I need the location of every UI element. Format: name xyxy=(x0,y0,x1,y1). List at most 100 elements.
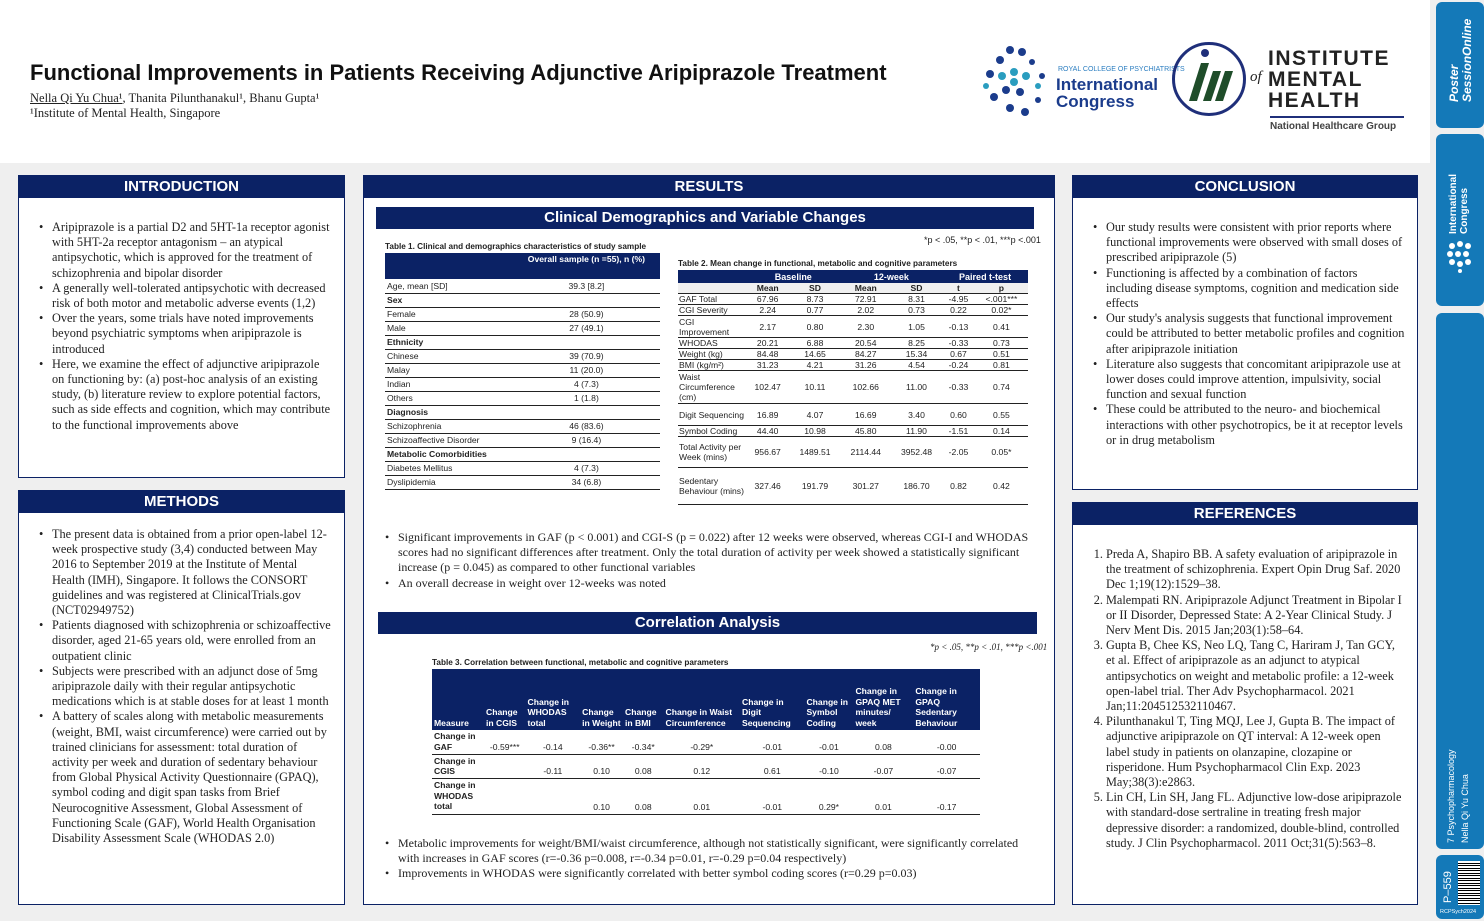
table-cell: 28 (50.9) xyxy=(512,307,660,322)
table-cell: 84.27 xyxy=(840,348,891,360)
imh-emblem-icon xyxy=(1172,42,1246,116)
table-cell: 2.17 xyxy=(746,315,790,338)
introduction-heading: INTRODUCTION xyxy=(19,176,344,198)
table-cell: 44.40 xyxy=(746,425,790,437)
table-cell: 8.31 xyxy=(890,293,943,305)
methods-list: The present data is obtained from a prio… xyxy=(19,527,344,846)
table-cell xyxy=(525,778,581,815)
table-cell: 3952.48 xyxy=(890,436,943,468)
list-item: Gupta B, Chee KS, Neo LQ, Tang C, Harira… xyxy=(1106,638,1405,714)
table-subheader: SD xyxy=(789,283,841,294)
references-panel: REFERENCES Preda A, Shapiro BB. A safety… xyxy=(1072,502,1418,905)
table-cell: -0.13 xyxy=(942,315,975,338)
category-label: 7 Psychopharmacology xyxy=(1446,749,1456,843)
table-header-cell: Change in GPAQ Sedentary Behaviour xyxy=(913,669,980,730)
table-row: Metabolic Comorbidities xyxy=(385,447,660,462)
table-cell: 2.30 xyxy=(840,315,891,338)
table-cell: 45.80 xyxy=(840,425,891,437)
table-row: WHODAS 20.21 6.88 20.54 8.25 -0.33 0.73 xyxy=(678,337,1028,349)
list-item: A battery of scales along with metabolic… xyxy=(39,709,332,846)
table1-caption: Table 1. Clinical and demographics chara… xyxy=(385,242,647,251)
table-row: Weight (kg) 84.48 14.65 84.27 15.34 0.67 0.51 xyxy=(678,348,1028,360)
table-cell: 46 (83.6) xyxy=(512,419,660,434)
table-row: Ethnicity xyxy=(385,335,660,350)
table-header-cell: Change in BMI xyxy=(622,669,664,730)
table-row: Diagnosis xyxy=(385,405,660,420)
table-cell: GAF Total xyxy=(678,293,746,305)
logo-text-international: International xyxy=(1056,75,1159,94)
table-cell: 0.41 xyxy=(974,315,1028,338)
table-row: Sedentary Behaviour (mins) 327.46 191.79 30… xyxy=(678,467,1028,505)
table-cell: 0.82 xyxy=(942,467,975,505)
nhg-text: National Healthcare Group xyxy=(1270,116,1404,132)
table-cell: 0.73 xyxy=(890,304,943,316)
table-header-cell: Change in Weight xyxy=(580,669,623,730)
international-congress-button[interactable]: International Congress xyxy=(1436,134,1484,306)
table-cell: -1.51 xyxy=(942,425,975,437)
poster-title: Functional Improvements in Patients Rece… xyxy=(30,60,887,85)
table-cell: 0.67 xyxy=(942,348,975,360)
table-cell: Others xyxy=(385,391,513,406)
table-cell: 0.42 xyxy=(974,467,1028,505)
table-cell: Change in CGIS xyxy=(432,754,484,779)
table-cell: -0.07 xyxy=(913,754,980,779)
imh-text-of: of xyxy=(1250,69,1262,85)
table-cell: Schizoaffective Disorder xyxy=(385,433,513,448)
table-cell: -0.10 xyxy=(804,754,854,779)
table-cell xyxy=(512,405,660,420)
table-cell: 4.21 xyxy=(789,359,841,371)
table-cell: 0.22 xyxy=(942,304,975,316)
pso-text-1: Poster xyxy=(1447,64,1461,102)
table-cell: 2.24 xyxy=(746,304,790,316)
list-item: Improvements in WHODAS were significantl… xyxy=(385,866,1033,881)
table-cell: 8.73 xyxy=(789,293,841,305)
table-cell: 0.02* xyxy=(974,304,1028,316)
table-subheader: Mean xyxy=(746,283,790,294)
table-cell: 31.23 xyxy=(746,359,790,371)
rcpsych-small-text: ROYAL COLLEGE OF PSYCHIATRISTS xyxy=(1058,66,1185,73)
table-cell: 0.01 xyxy=(663,778,741,815)
conclusion-heading: CONCLUSION xyxy=(1073,176,1417,198)
table-row: Chinese 39 (70.9) xyxy=(385,349,660,364)
affiliation: ¹Institute of Mental Health, Singapore xyxy=(30,106,221,120)
sidebar-author: Nella Qi Yu Chua xyxy=(1460,774,1470,843)
table-cell: 8.25 xyxy=(890,337,943,349)
references-list: Preda A, Shapiro BB. A safety evaluation… xyxy=(1073,547,1417,851)
table-cell: 0.10 xyxy=(580,778,623,815)
table-cell: 11.00 xyxy=(890,370,943,404)
poster-session-online-button[interactable]: Poster SessionOnline xyxy=(1436,2,1484,128)
table-subheader: Mean xyxy=(840,283,891,294)
authors: Nella Qi Yu Chua¹, Thanita Pilunthanakul… xyxy=(30,91,319,121)
table-cell: 102.66 xyxy=(840,370,891,404)
table-cell: 4 (7.3) xyxy=(512,461,660,476)
list-item: Aripiprazole is a partial D2 and 5HT-1a … xyxy=(39,220,332,281)
table-row: Schizophrenia 46 (83.6) xyxy=(385,419,660,434)
table-cell: Male xyxy=(385,321,513,336)
table-cell: 0.51 xyxy=(974,348,1028,360)
poster-id: P–559 xyxy=(1442,871,1454,903)
table-cell: 16.89 xyxy=(746,403,790,426)
table-cell: 0.81 xyxy=(974,359,1028,371)
table-cell: 39 (70.9) xyxy=(512,349,660,364)
table-cell: 2.02 xyxy=(840,304,891,316)
table-cell: -0.17 xyxy=(913,778,980,815)
list-item: Lin CH, Lin SH, Jang FL. Adjunctive low-… xyxy=(1106,790,1405,851)
table-row: Symbol Coding 44.40 10.98 45.80 11.90 -1.51 0.… xyxy=(678,425,1028,437)
table-cell: 4.54 xyxy=(890,359,943,371)
table-row: Digit Sequencing 16.89 4.07 16.69 3.40 0.60 0.… xyxy=(678,403,1028,426)
table-cell: -0.59*** xyxy=(484,730,526,755)
table-cell: -0.01 xyxy=(804,730,854,755)
table-cell: Digit Sequencing xyxy=(678,403,746,426)
rcpsych-international-congress-logo: ROYAL COLLEGE OF PSYCHIATRISTS Internati… xyxy=(980,42,1185,122)
table-cell: 10.98 xyxy=(789,425,841,437)
list-item: The present data is obtained from a prio… xyxy=(39,527,332,618)
list-item: Literature also suggests that concomitan… xyxy=(1093,357,1405,403)
table-group-header: 12-week xyxy=(840,270,943,283)
table-cell: 0.73 xyxy=(974,337,1028,349)
table-cell: Malay xyxy=(385,363,513,378)
table-cell: 0.14 xyxy=(974,425,1028,437)
table-cell: Indian xyxy=(385,377,513,392)
table-cell: 3.40 xyxy=(890,403,943,426)
table-cell: 186.70 xyxy=(890,467,943,505)
table-cell: Waist Circumference (cm) xyxy=(678,370,746,404)
